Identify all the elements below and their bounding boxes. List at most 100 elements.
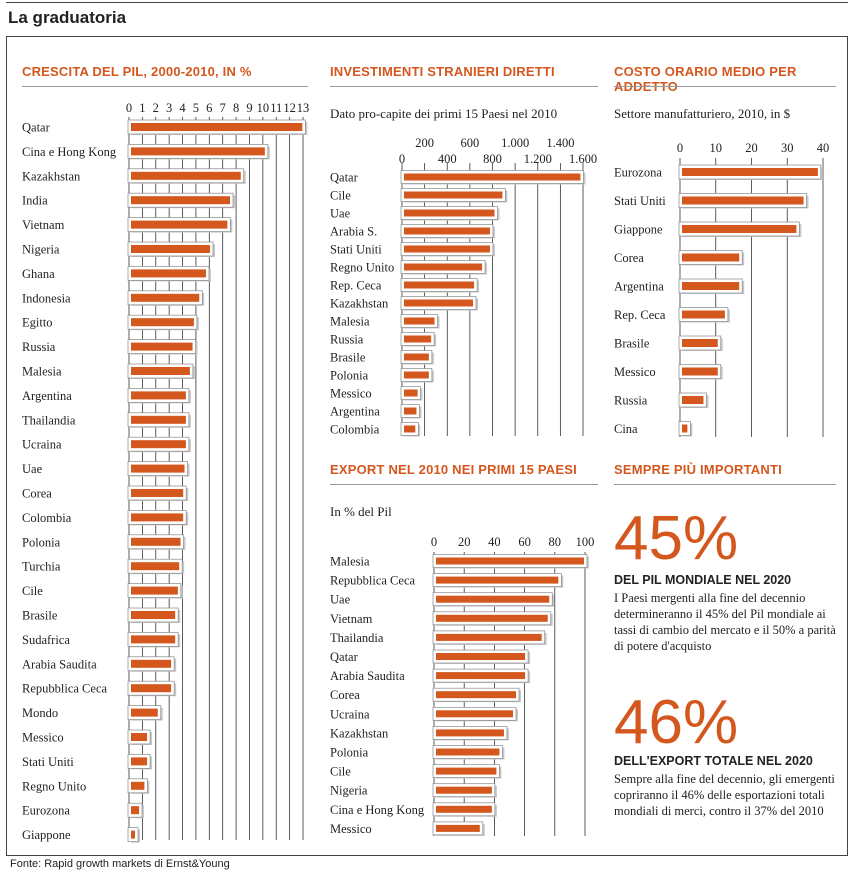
cost-chart: 0 10 20 30 40 Eurozona Stati Uniti Giappone Core… [614,141,830,437]
export-category-label: Ucraina [330,707,370,721]
fdi-category-label: Regno Unito [330,261,394,275]
export-bar-polonia [436,748,500,756]
fdi-tick-label: 800 [483,152,502,166]
pil-section-title: CRESCITA DEL PIL, 2000-2010, IN % [22,64,252,79]
cost-category-label: Russia [614,394,648,408]
pil-bar-giappone [131,830,136,839]
pil-tick-label: 2 [153,101,159,115]
fdi-category-label: Qatar [330,171,359,185]
pil-tick-label: 1 [139,101,145,115]
fdi-bar-arabia-s [404,227,490,235]
pil-category-label: Indonesia [22,291,71,305]
fdi-tick-label: 1.600 [569,152,597,166]
fdi-bar-colombia [404,425,416,433]
export-bar-arabia-saudita [436,672,526,680]
fdi-bar-polonia [404,371,429,379]
pil-category-label: Cina e Hong Kong [22,145,117,159]
pil-bar-uae [131,464,185,473]
export-section-rule [330,484,598,485]
cost-bar-rep-ceca [682,310,725,319]
fdi-category-label: Malesia [330,315,370,329]
top-rule [6,2,848,3]
export-category-label: Repubblica Ceca [330,574,415,588]
highlight-1-value: 45% [614,504,739,573]
pil-bar-eurozona [131,806,140,815]
pil-category-label: Arabia Saudita [22,657,97,671]
pil-bar-indonesia [131,293,200,302]
pil-category-label: Ghana [22,267,55,281]
export-tick-label: 20 [458,535,471,549]
pil-bar-corea [131,489,184,497]
fdi-category-label: Rep. Ceca [330,279,382,293]
cost-category-label: Corea [614,251,644,265]
pil-tick-label: 9 [246,101,252,115]
export-category-label: Polonia [330,746,369,760]
highlight-1-heading: DEL PIL MONDIALE NEL 2020 [614,573,792,587]
export-category-label: Uae [330,593,351,607]
cost-section-title: COSTO ORARIO MEDIO PER ADDETTO [614,64,797,94]
pil-category-label: Repubblica Ceca [22,682,107,696]
pil-tick-label: 0 [126,101,132,115]
pil-category-label: Ucraina [22,438,62,452]
pil-category-label: Egitto [22,316,53,330]
pil-bar-egitto [131,318,194,327]
pil-category-label: Regno Unito [22,779,86,793]
cost-tick-label: 30 [781,141,794,155]
pil-category-label: Stati Uniti [22,755,74,769]
export-bar-messico [436,824,480,832]
export-tick-label: 40 [488,535,501,549]
export-category-label: Qatar [330,650,359,664]
pil-tick-label: 4 [179,101,186,115]
fdi-bar-regno-unito [404,263,483,271]
pil-tick-label: 12 [283,101,296,115]
pil-bar-messico [131,733,148,741]
pil-tick-label: 6 [206,101,212,115]
export-bar-repubblica-ceca [436,576,559,584]
cost-bar-giappone [682,225,797,233]
pil-bar-thailandia [131,415,186,424]
fdi-bar-qatar [404,173,581,181]
pil-category-label: Giappone [22,828,71,842]
fdi-bar-rep-ceca [404,281,475,289]
highlight-2-text: Sempre alla fine del decennio, gli emerg… [614,772,835,818]
pil-bar-ghana [131,269,206,278]
cost-tick-label: 40 [817,141,830,155]
pil-tick-label: 3 [166,101,172,115]
pil-bar-malesia [131,367,190,375]
cost-tick-label: 20 [745,141,758,155]
fdi-category-label: Colombia [330,423,380,437]
export-tick-label: 80 [549,535,562,549]
pil-category-label: Polonia [22,535,61,549]
export-tick-label: 60 [518,535,531,549]
export-category-label: Cina e Hong Kong [330,803,425,817]
fdi-bar-argentina [404,407,417,415]
cost-bar-eurozona [682,168,818,176]
pil-bar-nigeria [131,245,210,253]
cost-subtitle: Settore manufatturiero, 2010, in $ [614,106,791,121]
cost-category-label: Giappone [614,223,663,237]
fdi-category-label: Uae [330,207,351,221]
export-bar-qatar [436,653,526,660]
export-category-label: Nigeria [330,784,368,798]
pil-category-label: Messico [22,731,64,745]
cost-category-label: Cina [614,422,638,436]
fdi-tick-label: 600 [461,136,480,150]
cost-category-label: Stati Uniti [614,194,666,208]
important-section-title: SEMPRE PIÙ IMPORTANTI [614,462,782,477]
export-bar-ucraina [436,710,514,718]
footer-source: Fonte: Rapid growth markets di Ernst&You… [10,858,230,870]
export-bar-uae [436,595,550,603]
pil-tick-label: 13 [297,101,310,115]
pil-bar-cile [131,586,178,595]
fdi-category-label: Brasile [330,351,366,365]
export-bar-cile [436,767,497,775]
cost-section-rule [614,86,836,87]
cost-tick-label: 10 [710,141,723,155]
pil-category-label: Uae [22,462,43,476]
pil-tick-label: 7 [220,101,226,115]
pil-bar-repubblica-ceca [131,684,172,693]
fdi-tick-label: 1.400 [546,136,574,150]
fdi-bar-messico [404,389,418,397]
fdi-bar-uae [404,209,495,217]
pil-bar-sudafrica [131,635,176,644]
